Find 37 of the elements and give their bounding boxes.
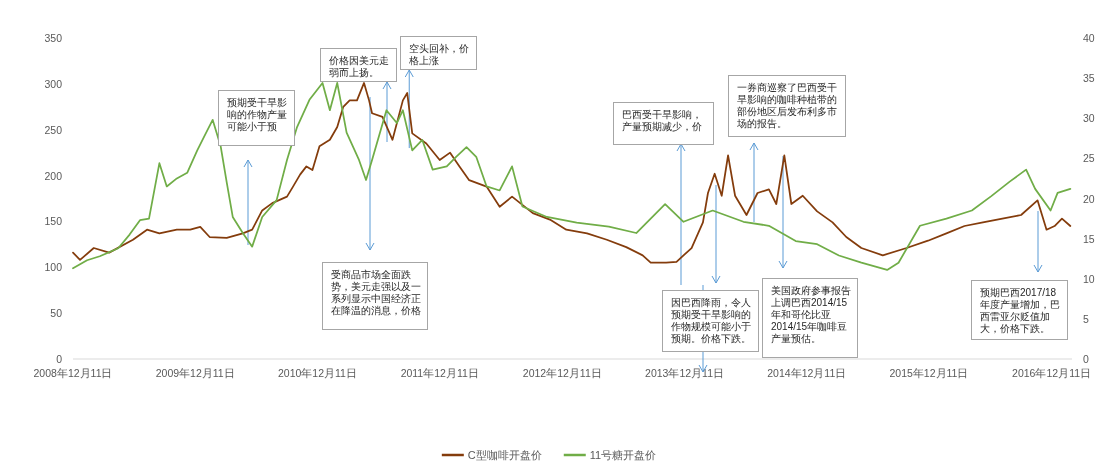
x-tick-label: 2008年12月11日 (33, 367, 113, 379)
y2-tick-label: 10 (1083, 272, 1095, 285)
y-tick-label: 100 (44, 261, 63, 274)
y2-tick-label: 40 (1083, 32, 1095, 44)
legend-label: C型咖啡开盘价 (467, 449, 542, 461)
y-tick-label: 0 (56, 353, 63, 365)
annotation: 受商品市场全面跌势，美元走强以及一系列显示中国经济正在降温的消息，价格 (322, 262, 428, 330)
annotation: 巴西受干旱影响，产量预期减少，价 (613, 102, 714, 145)
annotation: 美国政府参事报告上调巴西2014/15年和哥伦比亚2014/15年咖啡豆产量预估。 (762, 278, 858, 358)
y2-tick-label: 0 (1083, 353, 1089, 365)
x-tick-label: 2009年12月11日 (155, 367, 235, 379)
annotation: 价格因美元走弱而上扬。 (320, 48, 397, 82)
y-tick-label: 350 (44, 32, 63, 44)
annotation: 空头回补，价格上涨 (400, 36, 477, 70)
y-tick-label: 300 (44, 77, 63, 90)
annotation: 一券商巡察了巴西受干旱影响的咖啡种植带的部份地区后发布利多市场的报告。 (728, 75, 846, 137)
y-tick-label: 250 (44, 123, 63, 136)
y-tick-label: 50 (50, 307, 63, 320)
annotation: 因巴西降雨，令人预期受干旱影响的作物规模可能小于预期。价格下跌。 (662, 290, 759, 352)
x-tick-label: 2013年12月11日 (645, 367, 724, 379)
y2-tick-label: 25 (1083, 152, 1095, 165)
y-tick-label: 200 (44, 169, 63, 182)
x-tick-label: 2015年12月11日 (889, 367, 969, 379)
x-tick-label: 2014年12月11日 (767, 367, 847, 379)
x-tick-label: 2016年12月11日 (1012, 367, 1092, 379)
annotation: 预期受干旱影响的作物产量可能小于预 (218, 90, 295, 146)
y2-tick-label: 35 (1083, 72, 1095, 85)
x-tick-label: 2011年12月11日 (400, 367, 479, 379)
legend-label: 11号糖开盘价 (589, 449, 657, 461)
y2-tick-label: 30 (1083, 112, 1095, 125)
x-tick-label: 2012年12月11日 (522, 367, 602, 379)
y2-tick-label: 15 (1083, 232, 1095, 245)
y2-tick-label: 5 (1083, 312, 1089, 325)
x-tick-label: 2010年12月11日 (278, 367, 357, 379)
y2-tick-label: 20 (1083, 192, 1095, 205)
y-tick-label: 150 (44, 215, 63, 228)
annotation: 预期巴西2017/18年度产量增加，巴西雷亚尔贬值加大，价格下跌。 (971, 280, 1068, 340)
